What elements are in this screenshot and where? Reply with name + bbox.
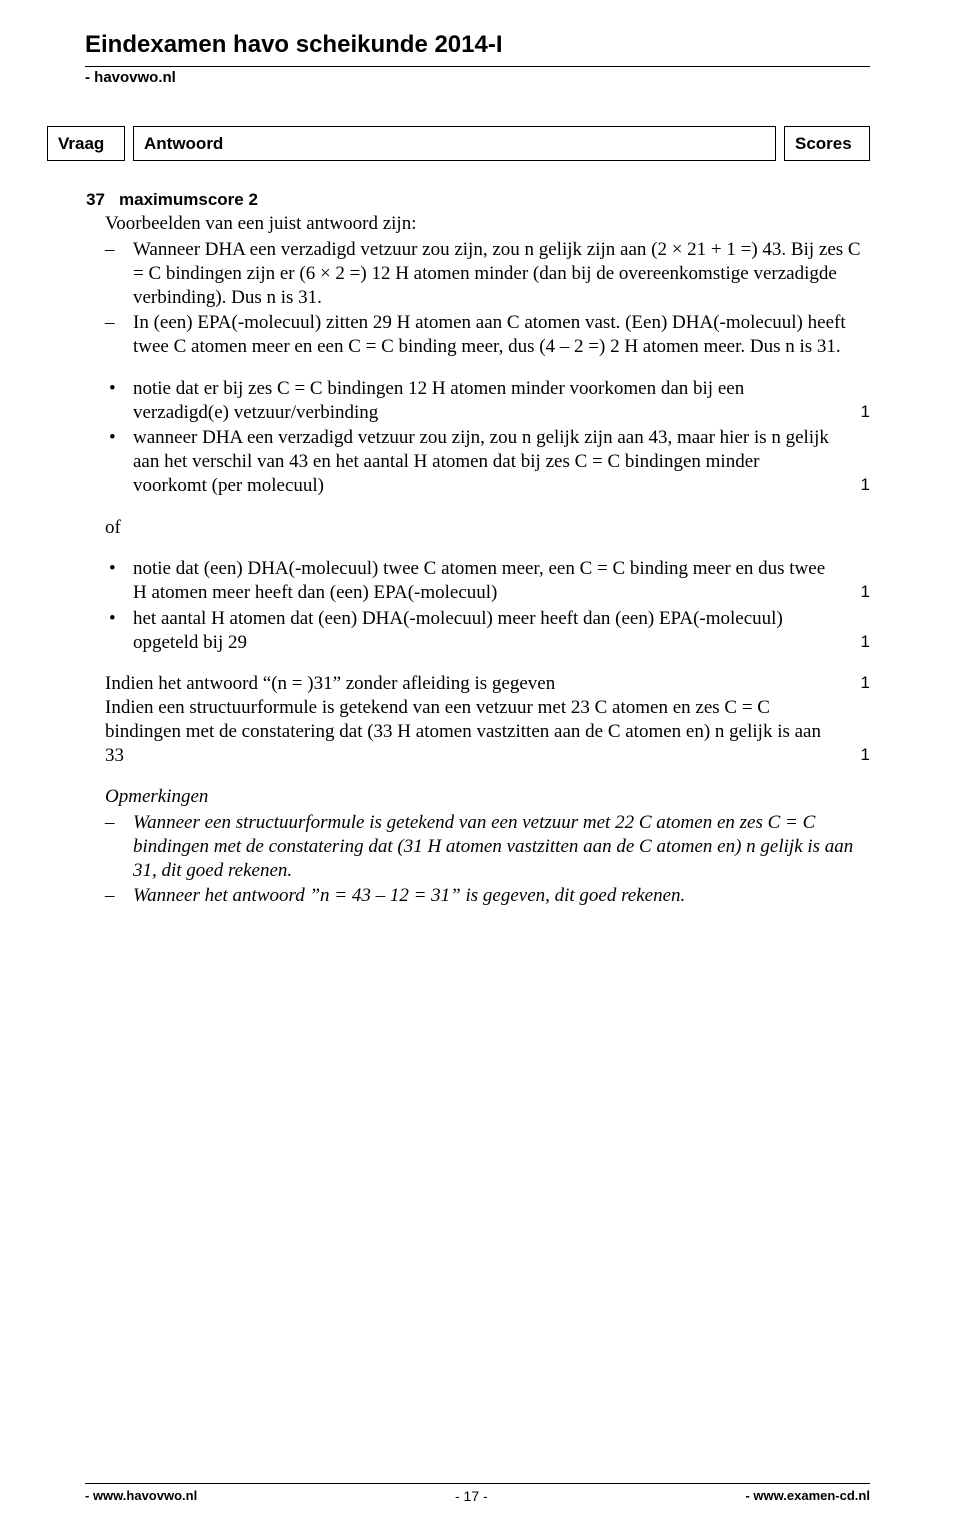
document-title: Eindexamen havo scheikunde 2014-I: [85, 30, 870, 60]
scoring-item: notie dat er bij zes C = C bindingen 12 …: [105, 377, 870, 425]
footer-page-number: - 17 -: [455, 1488, 488, 1506]
scoring-item: het aantal H atomen dat (een) DHA(-molec…: [105, 607, 870, 655]
score-value: 1: [861, 474, 870, 495]
scoring-list-2: notie dat (een) DHA(-molecuul) twee C at…: [105, 557, 870, 654]
remarks-title: Opmerkingen: [105, 785, 870, 809]
question-body: Voorbeelden van een juist antwoord zijn:…: [105, 212, 870, 908]
score-value: 1: [861, 672, 870, 693]
footer-left: - www.havovwo.nl: [85, 1488, 197, 1506]
score-value: 1: [861, 401, 870, 422]
example-answer: In (een) EPA(-molecuul) zitten 29 H atom…: [105, 311, 870, 359]
page-footer: - www.havovwo.nl - 17 - - www.examen-cd.…: [85, 1483, 870, 1506]
header-rule: [85, 66, 870, 67]
score-value: 1: [861, 581, 870, 602]
col-header-scores: Scores: [784, 126, 870, 161]
scoring-text: wanneer DHA een verzadigd vetzuur zou zi…: [133, 427, 829, 496]
indien-item: Indien een structuurformule is getekend …: [105, 696, 870, 767]
document-subtitle: - havovwo.nl: [85, 69, 870, 88]
intro-text: Voorbeelden van een juist antwoord zijn:: [105, 212, 870, 236]
page: Eindexamen havo scheikunde 2014-I - havo…: [0, 0, 960, 1525]
score-value: 1: [861, 744, 870, 765]
remarks-list: Wanneer een structuurformule is getekend…: [105, 811, 870, 908]
remark-item: Wanneer een structuurformule is getekend…: [105, 811, 870, 882]
col-header-antwoord: Antwoord: [133, 126, 776, 161]
scoring-text: notie dat er bij zes C = C bindingen 12 …: [133, 378, 744, 423]
score-value: 1: [861, 631, 870, 652]
indien-item: Indien het antwoord “(n = )31” zonder af…: [105, 672, 870, 696]
remark-item: Wanneer het antwoord ”n = 43 – 12 = 31” …: [105, 884, 870, 908]
indien-text: Indien een structuurformule is getekend …: [105, 697, 821, 766]
indien-block: Indien het antwoord “(n = )31” zonder af…: [105, 672, 870, 767]
scoring-item: notie dat (een) DHA(-molecuul) twee C at…: [105, 557, 870, 605]
question-header: 37 maximumscore 2: [105, 189, 870, 210]
alternative-label: of: [105, 516, 870, 540]
example-answer: Wanneer DHA een verzadigd vetzuur zou zi…: [105, 238, 870, 309]
scoring-list-1: notie dat er bij zes C = C bindingen 12 …: [105, 377, 870, 498]
footer-right: - www.examen-cd.nl: [745, 1488, 870, 1506]
scoring-item: wanneer DHA een verzadigd vetzuur zou zi…: [105, 426, 870, 497]
col-header-vraag: Vraag: [47, 126, 125, 161]
indien-text: Indien het antwoord “(n = )31” zonder af…: [105, 673, 555, 694]
scoring-text: het aantal H atomen dat (een) DHA(-molec…: [133, 608, 783, 653]
footer-rule: [85, 1483, 870, 1484]
column-header-row: Vraag Antwoord Scores: [47, 126, 870, 161]
question-number: 37: [57, 189, 119, 210]
example-answers-list: Wanneer DHA een verzadigd vetzuur zou zi…: [105, 238, 870, 359]
question-title: maximumscore 2: [119, 189, 258, 210]
scoring-text: notie dat (een) DHA(-molecuul) twee C at…: [133, 558, 825, 603]
